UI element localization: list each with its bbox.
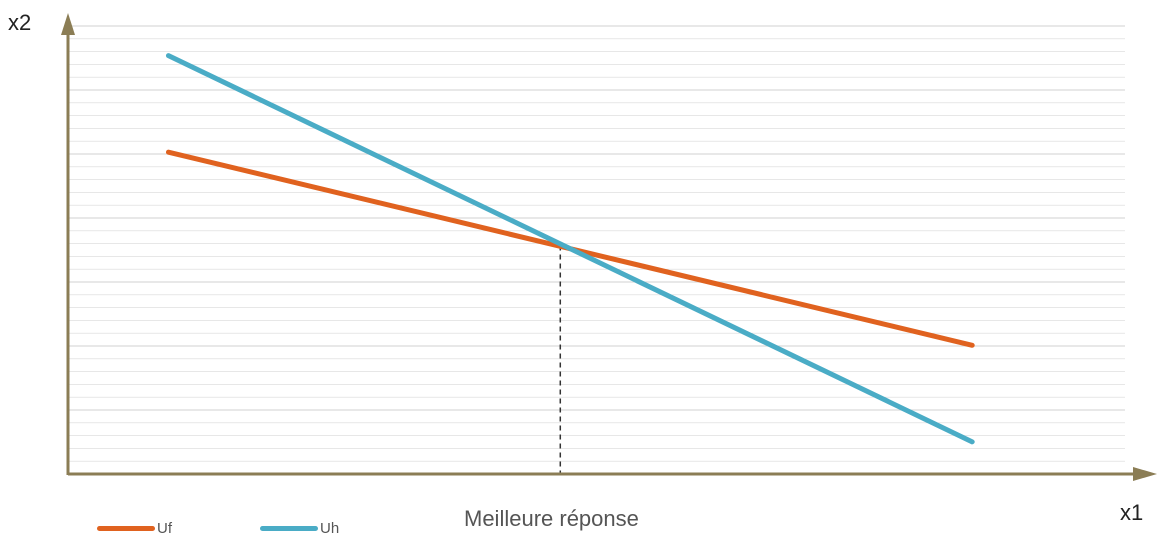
- grid-lines: [68, 25, 1125, 462]
- x-axis-arrow-icon: [1133, 467, 1157, 481]
- series-line-uh: [165, 53, 975, 445]
- series-lines: [165, 53, 975, 445]
- x-axis-label: x1: [1120, 500, 1144, 525]
- legend-label-uh: Uh: [320, 520, 340, 537]
- y-axis-label: x2: [8, 10, 32, 35]
- legend-swatch-uf: [97, 526, 155, 531]
- legend-label-uf: Uf: [157, 520, 172, 537]
- y-axis-arrow-icon: [61, 13, 75, 35]
- chart-caption: Meilleure réponse: [464, 506, 639, 531]
- legend-item-uf: Uf: [97, 520, 172, 537]
- legend-item-uh: Uh: [260, 520, 339, 537]
- axes: [61, 13, 1157, 481]
- legend-swatch-uh: [260, 526, 318, 531]
